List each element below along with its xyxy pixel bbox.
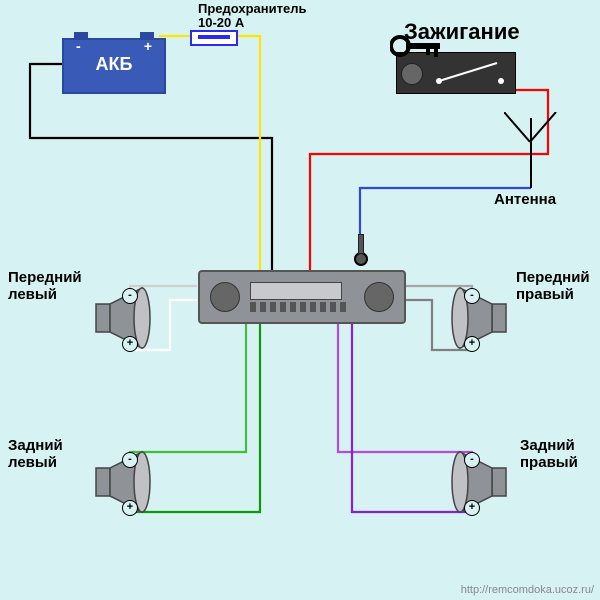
fl-neg-sign: - — [122, 288, 138, 304]
rr-neg-sign: - — [464, 452, 480, 468]
head-unit — [198, 270, 406, 324]
fr-neg-sign: - — [464, 288, 480, 304]
antenna-label: Антенна — [494, 192, 556, 209]
wiring-diagram: - + АКБ Предохранитель 10-20 А Зажигание… — [0, 0, 600, 600]
rr-pos-sign: + — [464, 500, 480, 516]
fr-pos-sign: + — [464, 336, 480, 352]
fl-pos-sign: + — [122, 336, 138, 352]
watermark: http://remcomdoka.ucoz.ru/ — [461, 584, 594, 596]
wire-fuse-to-head — [234, 36, 260, 272]
speaker-fl-label: Передний левый — [8, 270, 82, 303]
battery-neg-sign: - — [76, 38, 81, 54]
rl-pos-sign: + — [122, 500, 138, 516]
battery: - + АКБ — [62, 38, 166, 94]
antenna-plug-pin — [358, 234, 364, 254]
speaker-rl-label: Задний левый — [8, 438, 63, 471]
fuse-label: Предохранитель 10-20 А — [198, 2, 306, 31]
fuse — [190, 30, 238, 46]
battery-label: АКБ — [64, 54, 164, 75]
antenna-plug — [354, 252, 368, 266]
battery-pos-sign: + — [144, 38, 152, 54]
speaker-fr-label: Передний правый — [516, 270, 590, 303]
wire-batt-neg-ground — [30, 64, 272, 272]
key-icon — [390, 34, 450, 71]
rl-neg-sign: - — [122, 452, 138, 468]
speaker-rr-label: Задний правый — [520, 438, 578, 471]
